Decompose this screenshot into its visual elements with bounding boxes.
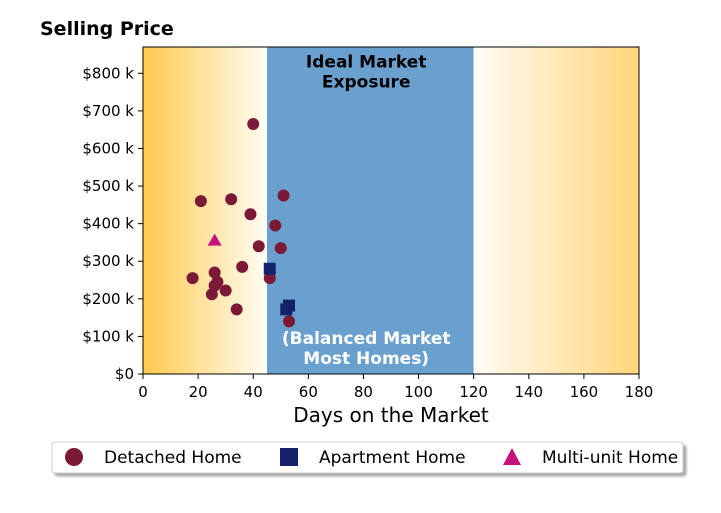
detached-home-point xyxy=(277,189,290,202)
detached-home-point xyxy=(236,260,249,273)
x-tick-label: 160 xyxy=(570,383,599,401)
legend: Detached Home Apartment Home Multi-unit Ho… xyxy=(51,441,684,474)
detached-home-point xyxy=(205,288,218,301)
detached-home-point xyxy=(208,266,221,279)
detached-home-point xyxy=(186,272,199,285)
band-annotation-line: Most Homes) xyxy=(303,349,429,369)
detached-home-point xyxy=(225,193,238,206)
detached-home-point xyxy=(230,303,243,316)
detached-home-point xyxy=(194,195,207,208)
legend-label: Apartment Home xyxy=(319,448,466,468)
x-tick-label: 120 xyxy=(459,383,488,401)
y-tick-label: $800 k xyxy=(82,64,134,82)
legend-label: Detached Home xyxy=(104,448,242,468)
y-tick-label: $400 k xyxy=(82,215,134,233)
x-axis: 0 20 40 60 80 100 120 140 160 180 xyxy=(138,374,653,401)
detached-home-point xyxy=(244,208,257,221)
legend-label: Multi-unit Home xyxy=(542,448,678,468)
legend-multi-unit-home-marker xyxy=(503,448,521,465)
legend-detached-home-marker xyxy=(65,448,83,466)
x-axis-title: Days on the Market xyxy=(293,403,489,427)
x-tick-label: 100 xyxy=(404,383,433,401)
background-band xyxy=(267,47,474,374)
band-annotation-line: Ideal Market xyxy=(306,53,427,73)
detached-home-point xyxy=(252,240,265,253)
chart-title: Selling Price xyxy=(40,18,174,40)
y-axis: $0 $100 k $200 k $300 k $400 k $500 k $600 k $7… xyxy=(82,64,143,383)
apartment-home-point xyxy=(263,262,276,275)
y-tick-label: $300 k xyxy=(82,252,134,270)
band-annotation-line: Exposure xyxy=(322,73,411,93)
background-band xyxy=(473,47,639,374)
y-tick-label: $0 xyxy=(115,365,134,383)
x-tick-label: 20 xyxy=(189,383,208,401)
x-tick-label: 180 xyxy=(625,383,654,401)
detached-home-point xyxy=(263,272,276,285)
y-tick-label: $100 k xyxy=(82,327,134,345)
multi-unit-home-point xyxy=(207,233,222,246)
band-annotation-line: (Balanced Market xyxy=(282,329,451,349)
y-tick-label: $600 k xyxy=(82,139,134,157)
detached-home-point xyxy=(219,284,232,297)
plot-frame xyxy=(142,46,640,375)
legend-apartment-home-marker xyxy=(280,448,298,466)
x-tick-label: 60 xyxy=(299,383,318,401)
x-tick-label: 140 xyxy=(514,383,543,401)
apartment-home-point xyxy=(280,303,293,316)
y-tick-label: $700 k xyxy=(82,102,134,120)
y-tick-label: $500 k xyxy=(82,177,134,195)
detached-home-point xyxy=(283,315,296,328)
y-tick-label: $200 k xyxy=(82,290,134,308)
detached-home-point xyxy=(247,118,260,131)
legend-box xyxy=(51,441,684,474)
background-bands xyxy=(143,47,639,374)
detached-home-point xyxy=(269,219,282,232)
data-points xyxy=(186,118,296,328)
x-tick-label: 40 xyxy=(244,383,263,401)
detached-home-point xyxy=(274,242,287,255)
x-tick-label: 80 xyxy=(354,383,373,401)
x-tick-label: 0 xyxy=(138,383,148,401)
